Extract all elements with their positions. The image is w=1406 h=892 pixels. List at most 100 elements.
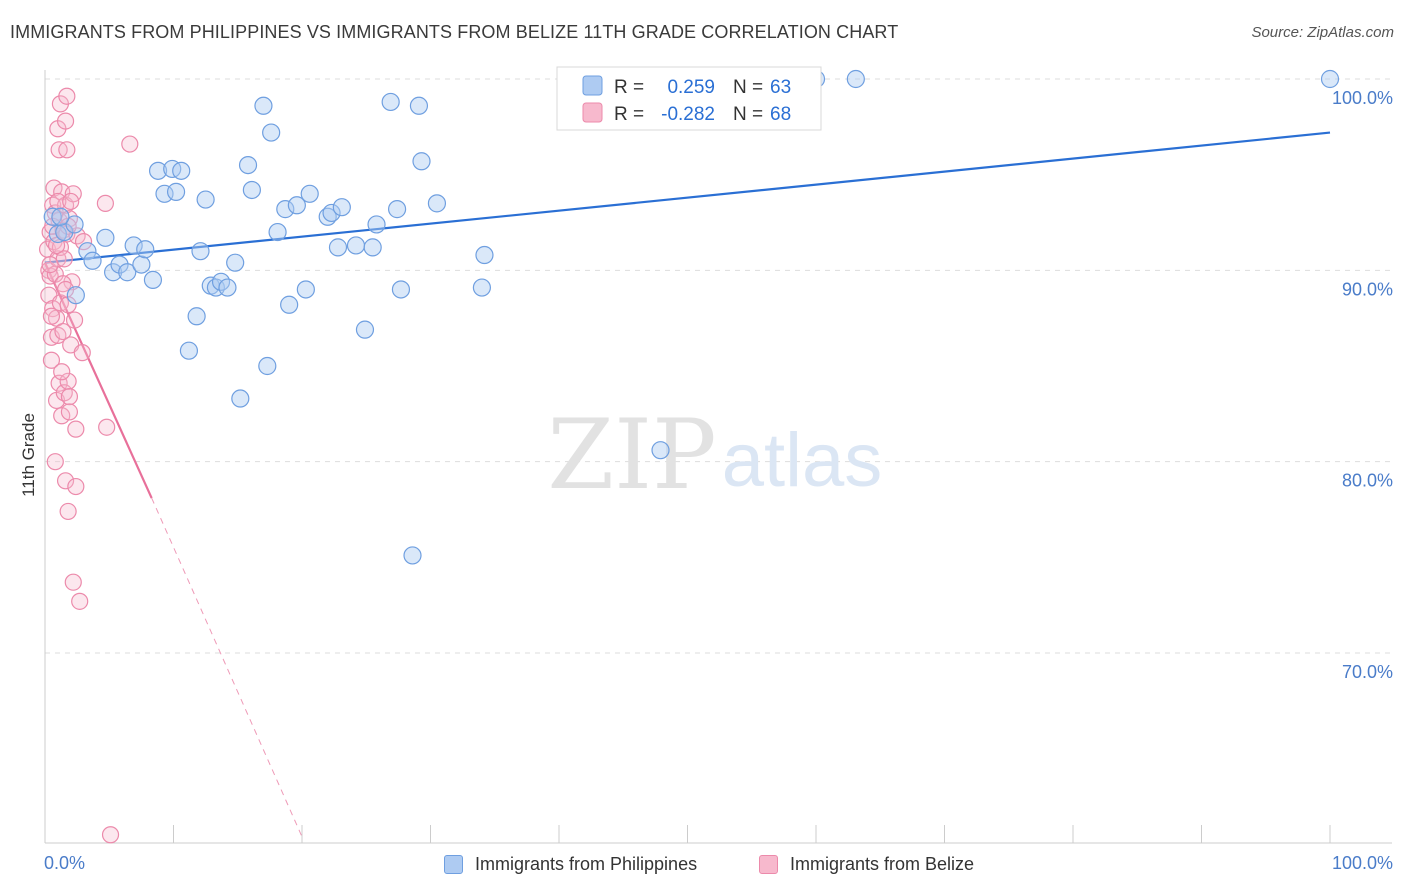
point-philippines <box>651 441 670 460</box>
watermark-zip: ZIP <box>547 399 716 511</box>
point-belize <box>73 344 91 362</box>
point-belize <box>67 420 85 438</box>
legend-r-value-philippines: 0.259 <box>667 77 715 98</box>
legend-r-label-philippines: R = <box>614 77 644 98</box>
legend-n-label-philippines: N = <box>733 77 763 98</box>
point-belize <box>53 407 71 425</box>
point-philippines <box>65 215 84 234</box>
point-belize <box>54 322 72 341</box>
y-tick-label-70: 70.0% <box>1342 662 1393 682</box>
chart-title: IMMIGRANTS FROM PHILIPPINES VS IMMIGRANT… <box>10 22 899 42</box>
point-belize <box>74 233 93 251</box>
trendline-belize <box>43 262 153 499</box>
point-philippines <box>143 270 163 289</box>
point-belize <box>58 87 76 105</box>
point-philippines <box>355 320 375 339</box>
series-legend-belize[interactable]: Immigrants from Belize <box>759 854 974 875</box>
point-philippines <box>287 196 306 215</box>
point-philippines <box>110 255 129 274</box>
point-belize <box>59 502 77 521</box>
point-philippines <box>412 152 431 171</box>
point-philippines <box>191 242 210 261</box>
legend-swatch-philippines <box>582 75 603 96</box>
point-philippines <box>387 200 407 219</box>
point-philippines <box>231 389 250 408</box>
point-belize <box>67 477 85 496</box>
point-philippines <box>258 356 277 376</box>
axes <box>44 70 1392 844</box>
point-philippines <box>300 184 319 203</box>
point-belize <box>58 141 76 159</box>
point-philippines <box>166 182 186 201</box>
legend-r-value-belize: -0.282 <box>661 104 715 125</box>
point-philippines <box>427 194 447 213</box>
point-belize <box>60 403 79 421</box>
point-belize <box>45 179 63 197</box>
legend-r-label-belize: R = <box>614 104 644 125</box>
point-philippines <box>83 251 102 270</box>
point-philippines <box>78 242 97 261</box>
point-philippines <box>391 280 411 299</box>
series-swatch-belize <box>759 855 778 874</box>
series-swatch-philippines <box>444 855 463 874</box>
point-philippines <box>118 263 137 282</box>
point-philippines <box>280 295 299 314</box>
trendline-philippines <box>44 131 1331 264</box>
trendline-belize-extension <box>151 497 303 837</box>
point-philippines <box>381 92 400 112</box>
point-philippines <box>124 236 143 255</box>
stats-legend: R = 0.259 N = 63 R = -0.282 N = 68 <box>556 66 822 131</box>
point-philippines <box>472 278 491 297</box>
point-belize <box>98 418 116 436</box>
point-belize <box>42 351 61 369</box>
point-philippines <box>332 198 351 217</box>
point-philippines <box>179 341 199 360</box>
point-philippines <box>187 307 206 326</box>
point-belize <box>56 280 75 299</box>
x-tick-labels: 0.0% 100.0% <box>44 853 1393 873</box>
point-philippines <box>148 161 168 180</box>
point-belize <box>42 307 61 325</box>
series-legend: Immigrants from Philippines Immigrants f… <box>0 850 1406 880</box>
point-belize <box>121 135 139 153</box>
trendlines <box>43 131 1331 837</box>
point-philippines <box>196 190 215 209</box>
data-points <box>38 69 1340 844</box>
point-philippines <box>276 200 295 219</box>
series-legend-philippines[interactable]: Immigrants from Philippines <box>444 854 697 875</box>
point-philippines <box>475 245 494 265</box>
point-philippines <box>163 159 182 179</box>
point-belize <box>65 311 84 329</box>
point-philippines <box>226 253 245 272</box>
point-philippines <box>268 222 287 242</box>
point-philippines <box>132 255 151 274</box>
point-belize <box>46 453 64 471</box>
legend-swatch-belize <box>582 102 603 123</box>
y-tick-labels: 100.0% 90.0% 80.0% 70.0% <box>1332 88 1393 682</box>
y-tick-label-80: 80.0% <box>1342 471 1393 491</box>
point-belize <box>71 592 89 610</box>
point-philippines <box>43 207 62 226</box>
point-belize <box>41 255 59 274</box>
point-philippines <box>296 280 315 299</box>
point-belize <box>53 363 71 381</box>
point-philippines <box>322 203 341 223</box>
point-philippines <box>1320 69 1340 89</box>
point-philippines <box>846 69 865 89</box>
point-belize <box>62 192 80 211</box>
point-belize <box>56 112 75 130</box>
point-philippines <box>254 96 273 115</box>
point-philippines <box>363 238 382 257</box>
watermark-atlas: atlas <box>722 418 883 503</box>
point-belize <box>101 826 120 844</box>
point-philippines <box>238 156 258 175</box>
point-philippines <box>172 161 191 180</box>
watermark: ZIP atlas <box>547 399 882 511</box>
point-philippines <box>218 278 237 297</box>
point-philippines <box>55 222 74 242</box>
point-belize <box>56 472 75 490</box>
x-tick-label-min: 0.0% <box>44 853 85 873</box>
point-philippines <box>136 240 155 259</box>
point-belize <box>96 194 114 212</box>
